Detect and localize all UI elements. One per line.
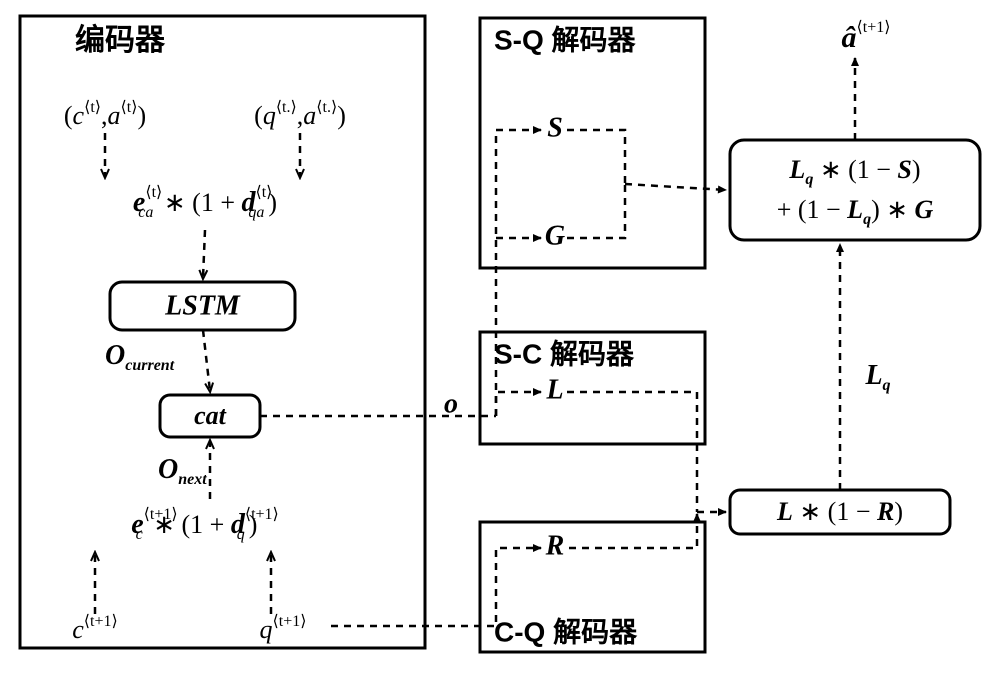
svg-text:(c⟨t⟩,a⟨t⟩): (c⟨t⟩,a⟨t⟩) bbox=[64, 99, 146, 130]
sc-title: S-C 解码器 bbox=[494, 338, 635, 369]
svg-text:e⟨t⟩ca ∗ (1 + d⟨t⟩qa): e⟨t⟩ca ∗ (1 + d⟨t⟩qa) bbox=[133, 184, 277, 221]
svg-text:G: G bbox=[545, 220, 565, 251]
svg-text:+ (1 − Lq) ∗ G: + (1 − Lq) ∗ G bbox=[777, 195, 934, 228]
o-next-label: Onext bbox=[158, 454, 207, 487]
svg-text:Lq ∗ (1 − S): Lq ∗ (1 − S) bbox=[788, 155, 920, 188]
encoder-title: 编码器 bbox=[75, 23, 166, 57]
o-current-label: Ocurrent bbox=[105, 340, 175, 373]
svg-text:R: R bbox=[545, 530, 565, 561]
svg-text:L: L bbox=[545, 374, 563, 405]
cat-label: cat bbox=[194, 401, 227, 430]
lstm-label: LSTM bbox=[164, 290, 241, 321]
svg-text:L ∗ (1 − R): L ∗ (1 − R) bbox=[776, 497, 903, 526]
svg-text:Lq: Lq bbox=[864, 360, 890, 393]
a-hat-label: â⟨t+1⟩ bbox=[842, 19, 891, 54]
svg-text:c⟨t+1⟩: c⟨t+1⟩ bbox=[72, 613, 118, 644]
svg-text:(q⟨t.⟩,a⟨t.⟩): (q⟨t.⟩,a⟨t.⟩) bbox=[254, 99, 346, 130]
svg-text:e⟨t+1⟩c ∗ (1 + d⟨t+1⟩q): e⟨t+1⟩c ∗ (1 + d⟨t+1⟩q) bbox=[131, 506, 279, 543]
svg-text:S: S bbox=[547, 112, 563, 143]
cq-title: C-Q 解码器 bbox=[494, 616, 638, 647]
svg-text:q⟨t+1⟩: q⟨t+1⟩ bbox=[260, 613, 307, 644]
sq-title: S-Q 解码器 bbox=[494, 24, 637, 55]
